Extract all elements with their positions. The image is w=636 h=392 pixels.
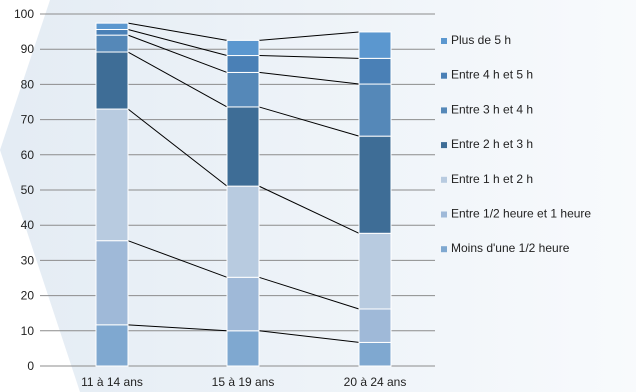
bar-segment bbox=[95, 240, 129, 326]
bar-segment bbox=[226, 276, 260, 332]
x-axis-ticks: 11 à 14 ans 15 à 19 ans 20 à 24 ans bbox=[81, 375, 406, 389]
legend-swatch bbox=[441, 246, 447, 253]
y-tick-label: 80 bbox=[21, 77, 35, 91]
connector-line bbox=[258, 106, 360, 137]
y-tick-label: 70 bbox=[21, 113, 35, 127]
x-tick-label: 15 à 19 ans bbox=[212, 375, 275, 389]
bar-segment bbox=[358, 31, 392, 59]
legend-swatch bbox=[441, 211, 447, 218]
bar-segment bbox=[226, 185, 260, 278]
connector-line bbox=[127, 22, 228, 41]
legend-swatch bbox=[441, 38, 447, 44]
bar-segment bbox=[226, 330, 260, 367]
bar-segment bbox=[95, 324, 129, 367]
legend-swatch bbox=[441, 107, 447, 114]
legend: Plus de 5 h Entre 4 h et 5 h Entre 3 h et … bbox=[441, 33, 591, 255]
legend-swatch bbox=[441, 72, 447, 79]
connector-line bbox=[258, 185, 360, 234]
connector-line bbox=[258, 71, 360, 85]
bar-segment bbox=[95, 108, 129, 242]
y-tick-label: 40 bbox=[21, 218, 35, 232]
legend-label: Plus de 5 h bbox=[451, 33, 511, 47]
legend-label: Entre 4 h et 5 h bbox=[451, 68, 533, 82]
y-tick-label: 90 bbox=[21, 42, 35, 56]
bar-segment bbox=[358, 308, 392, 343]
y-tick-label: 60 bbox=[21, 148, 35, 162]
bar-segment bbox=[95, 22, 129, 30]
bar-segment bbox=[358, 57, 392, 85]
bar-segment bbox=[95, 34, 129, 53]
connector-line bbox=[258, 55, 360, 59]
bar-segment bbox=[358, 232, 392, 310]
connector-line bbox=[127, 51, 228, 108]
connector-line bbox=[258, 31, 360, 41]
connector-line bbox=[258, 276, 360, 310]
legend-label: Entre 1 h et 2 h bbox=[451, 172, 533, 186]
legend-label: Entre 2 h et 3 h bbox=[451, 137, 533, 151]
bar-segment bbox=[226, 55, 260, 73]
bar-segment bbox=[358, 341, 392, 367]
bars bbox=[95, 22, 392, 367]
y-tick-label: 20 bbox=[21, 289, 35, 303]
y-tick-label: 100 bbox=[14, 7, 34, 21]
x-tick-label: 20 à 24 ans bbox=[344, 375, 407, 389]
legend-label: Moins d'une 1/2 heure bbox=[451, 241, 570, 255]
bar-segment bbox=[358, 83, 392, 137]
connector-lines bbox=[127, 22, 360, 343]
bar-segment bbox=[226, 39, 260, 57]
x-tick-label: 11 à 14 ans bbox=[81, 375, 143, 389]
y-tick-label: 50 bbox=[21, 183, 35, 197]
connector-line bbox=[258, 330, 360, 343]
legend-swatch bbox=[441, 176, 447, 183]
connector-line bbox=[127, 34, 228, 73]
connector-line bbox=[127, 240, 228, 278]
legend-label: Entre 3 h et 4 h bbox=[451, 102, 533, 116]
legend-label: Entre 1/2 heure et 1 heure bbox=[451, 207, 591, 221]
connector-line bbox=[127, 108, 228, 187]
y-tick-label: 0 bbox=[27, 359, 34, 373]
bar-segment bbox=[226, 106, 260, 187]
y-tick-label: 30 bbox=[21, 253, 35, 267]
bar-segment bbox=[358, 135, 392, 234]
connector-line bbox=[127, 29, 228, 57]
y-tick-label: 10 bbox=[21, 324, 35, 338]
bar-segment bbox=[226, 71, 260, 108]
bar-segment bbox=[95, 28, 129, 36]
y-axis-ticks: 0 10 20 30 40 50 60 70 80 90 100 bbox=[14, 7, 34, 373]
legend-swatch bbox=[441, 142, 447, 149]
bar-segment bbox=[95, 51, 129, 110]
connector-line bbox=[127, 324, 228, 332]
